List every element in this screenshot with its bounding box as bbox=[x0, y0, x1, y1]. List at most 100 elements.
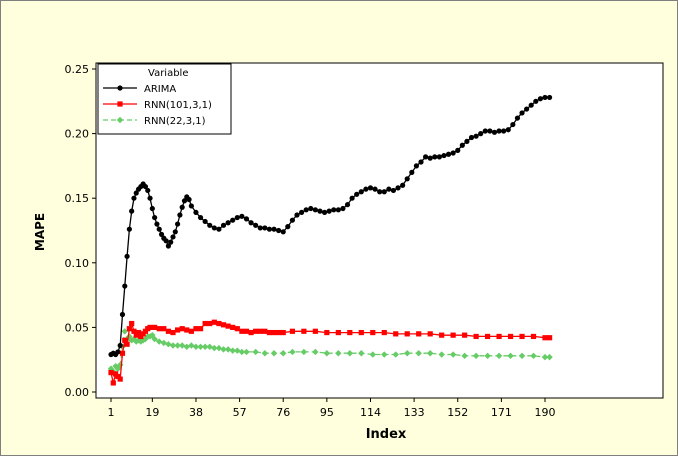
data-point-arima bbox=[367, 185, 374, 191]
data-point-rnn-22-3-1 bbox=[220, 346, 227, 353]
data-point-arima bbox=[163, 238, 169, 244]
data-point-rnn-101-3-1 bbox=[230, 324, 236, 330]
data-point-arima bbox=[450, 150, 456, 156]
data-point-arima bbox=[400, 182, 406, 188]
data-point-rnn-101-3-1 bbox=[280, 329, 286, 336]
legend: Variable ARIMA RNN(101,3,1) RNN(22,3,1) bbox=[97, 63, 232, 135]
data-point-arima bbox=[395, 185, 401, 191]
data-point-arima bbox=[422, 154, 429, 160]
data-point-rnn-101-3-1 bbox=[220, 322, 227, 328]
data-point-arima bbox=[358, 189, 364, 195]
legend-label: ARIMA bbox=[144, 84, 176, 95]
data-point-rnn-101-3-1 bbox=[370, 329, 376, 336]
data-point-rnn-22-3-1 bbox=[201, 343, 209, 350]
data-point-rnn-22-3-1 bbox=[224, 346, 232, 353]
data-point-rnn-22-3-1 bbox=[234, 347, 241, 354]
data-point-arima bbox=[312, 207, 318, 213]
data-point-arima bbox=[158, 231, 165, 237]
data-point-arima bbox=[239, 213, 245, 219]
data-point-rnn-22-3-1 bbox=[280, 350, 287, 357]
data-point-rnn-101-3-1 bbox=[519, 333, 525, 340]
data-point-arima bbox=[220, 222, 227, 228]
data-point-arima bbox=[335, 207, 341, 213]
data-point-rnn-101-3-1 bbox=[184, 327, 190, 333]
data-point-rnn-101-3-1 bbox=[266, 329, 273, 336]
data-point-rnn-101-3-1 bbox=[207, 320, 213, 327]
data-point-arima bbox=[142, 183, 149, 190]
data-point-rnn-101-3-1 bbox=[439, 332, 445, 338]
data-point-rnn-22-3-1 bbox=[415, 350, 422, 357]
data-point-rnn-101-3-1 bbox=[179, 326, 185, 332]
data-point-rnn-101-3-1 bbox=[117, 376, 123, 382]
data-point-arima bbox=[542, 94, 548, 101]
data-point-rnn-101-3-1 bbox=[122, 337, 128, 343]
data-point-rnn-22-3-1 bbox=[156, 338, 163, 345]
data-point-arima bbox=[211, 225, 217, 231]
data-point-rnn-101-3-1 bbox=[335, 329, 341, 336]
data-point-rnn-101-3-1 bbox=[124, 341, 130, 347]
x-tick-label: 133 bbox=[404, 406, 425, 419]
series-rnn-101-3-1 bbox=[108, 319, 553, 386]
y-tick-label: 0.10 bbox=[65, 257, 90, 270]
data-point-arima bbox=[363, 186, 369, 192]
data-point-rnn-22-3-1 bbox=[369, 351, 376, 358]
data-point-arima bbox=[372, 186, 378, 192]
legend-label: RNN(101,3,1) bbox=[144, 100, 212, 111]
legend-entry-arima: ARIMA bbox=[103, 84, 176, 95]
data-point-arima bbox=[243, 216, 250, 222]
legend-swatch-marker bbox=[116, 116, 124, 124]
data-point-rnn-101-3-1 bbox=[129, 320, 135, 327]
data-point-arima bbox=[117, 342, 123, 349]
series-layer bbox=[107, 94, 553, 386]
data-point-arima bbox=[145, 187, 151, 194]
data-point-arima bbox=[253, 222, 259, 228]
data-point-arima bbox=[505, 127, 511, 133]
data-point-rnn-22-3-1 bbox=[472, 352, 480, 360]
data-point-rnn-101-3-1 bbox=[427, 331, 433, 337]
data-point-arima bbox=[308, 205, 314, 212]
data-point-rnn-22-3-1 bbox=[211, 344, 218, 352]
data-point-arima bbox=[177, 212, 183, 218]
data-point-arima bbox=[129, 208, 135, 214]
data-point-rnn-22-3-1 bbox=[312, 348, 319, 356]
legend-title: Variable bbox=[148, 68, 189, 79]
data-point-rnn-101-3-1 bbox=[216, 320, 222, 327]
data-point-rnn-22-3-1 bbox=[197, 343, 204, 350]
data-point-rnn-22-3-1 bbox=[183, 343, 190, 350]
data-point-arima bbox=[147, 195, 153, 201]
data-point-rnn-22-3-1 bbox=[165, 340, 172, 348]
data-point-rnn-22-3-1 bbox=[174, 342, 181, 349]
series-arima bbox=[108, 94, 553, 358]
data-point-arima bbox=[344, 202, 351, 208]
y-axis-label: MAPE bbox=[33, 213, 47, 251]
data-point-arima bbox=[491, 129, 498, 135]
data-point-arima bbox=[524, 106, 530, 112]
data-point-arima bbox=[418, 159, 424, 165]
legend-entry-rnn-22-3-1: RNN(22,3,1) bbox=[103, 116, 206, 127]
x-tick-label: 95 bbox=[320, 406, 334, 419]
data-point-rnn-22-3-1 bbox=[192, 343, 200, 350]
data-point-rnn-22-3-1 bbox=[541, 353, 549, 361]
data-point-arima bbox=[537, 96, 544, 102]
data-point-rnn-22-3-1 bbox=[438, 351, 445, 358]
data-point-arima bbox=[168, 239, 174, 245]
data-point-rnn-101-3-1 bbox=[404, 331, 410, 337]
data-point-arima bbox=[436, 154, 442, 160]
data-point-rnn-101-3-1 bbox=[546, 335, 553, 341]
data-point-arima bbox=[119, 311, 126, 318]
data-point-rnn-22-3-1 bbox=[381, 351, 388, 358]
data-point-arima bbox=[487, 128, 493, 134]
data-point-arima bbox=[285, 224, 291, 230]
data-point-rnn-101-3-1 bbox=[131, 328, 137, 334]
legend-entries: ARIMA RNN(101,3,1) RNN(22,3,1) bbox=[103, 84, 212, 127]
data-point-arima bbox=[276, 227, 282, 234]
data-point-arima bbox=[248, 220, 254, 226]
data-point-rnn-101-3-1 bbox=[301, 328, 307, 334]
data-point-arima bbox=[202, 218, 208, 225]
data-point-arima bbox=[496, 128, 502, 134]
data-point-arima bbox=[455, 147, 461, 153]
data-point-rnn-101-3-1 bbox=[197, 326, 204, 332]
data-point-rnn-101-3-1 bbox=[416, 331, 422, 337]
data-point-arima bbox=[404, 176, 410, 182]
